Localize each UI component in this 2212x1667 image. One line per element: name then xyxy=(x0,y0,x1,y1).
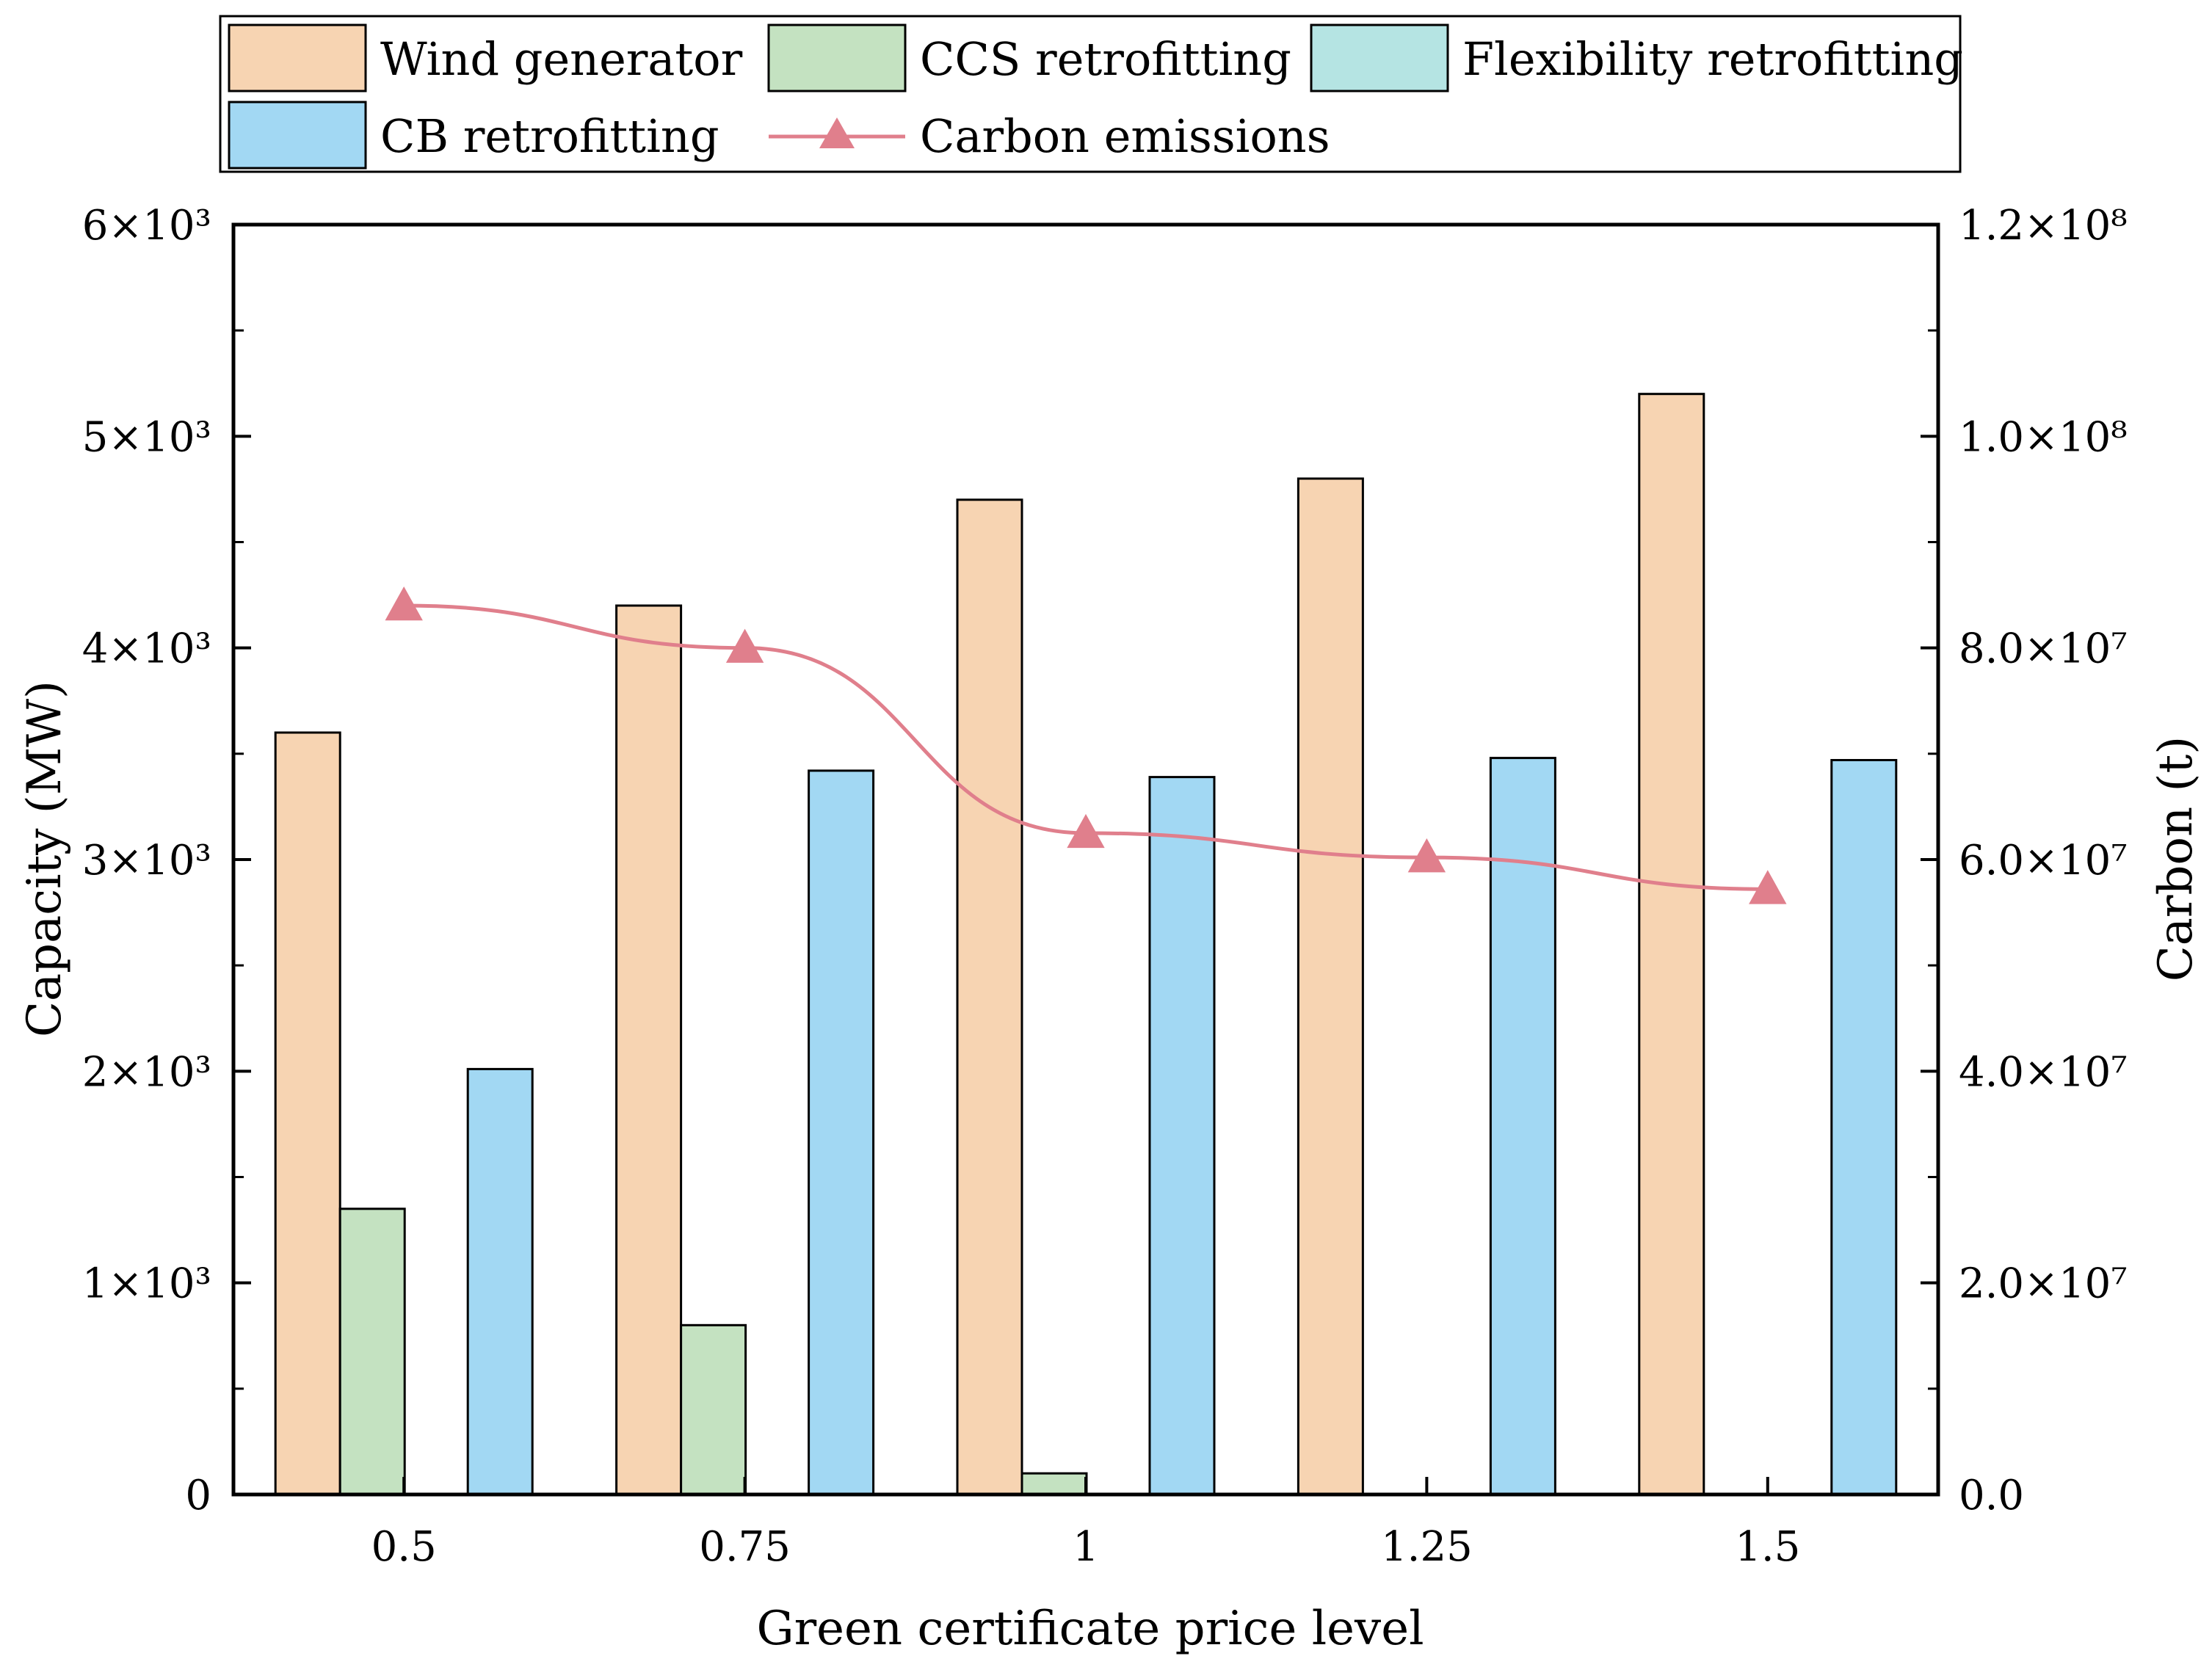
legend-carbon-emissions-label: Carbon emissions xyxy=(920,109,1330,163)
y2-tick-label: 0.0 xyxy=(1959,1472,2024,1519)
y2-tick-label: 1.2×10⁸ xyxy=(1959,202,2128,250)
y2-tick-label: 4.0×10⁷ xyxy=(1959,1048,2128,1096)
bars-layer xyxy=(274,393,1898,1496)
y2-tick-label: 6.0×10⁷ xyxy=(1959,837,2128,885)
bar-ccs-retrofitting-1 xyxy=(1020,1472,1088,1496)
axes-layer: 0 1×10³ 2×10³ 3×10³ 4×10³ 5×10³ 6×10³ 0.0 2.0×10… xyxy=(82,202,2128,1571)
bar-cb-retrofitting-1 xyxy=(1148,776,1216,1496)
legend-ccs-retrofitting-swatch xyxy=(767,23,907,92)
y-tick-label: 2×10³ xyxy=(82,1048,211,1096)
x-tick-label: 1.25 xyxy=(1381,1523,1473,1571)
bar-wind-generator-0.5 xyxy=(274,731,341,1496)
legend-flexibility-retrofitting-label: Flexibility retrofitting xyxy=(1462,32,1963,86)
y-tick-label: 0 xyxy=(185,1472,211,1519)
bar-cb-retrofitting-1.5 xyxy=(1830,759,1898,1496)
bar-wind-generator-1.25 xyxy=(1297,477,1364,1496)
y-tick-label: 6×10³ xyxy=(82,202,211,250)
y-tick-label: 3×10³ xyxy=(82,837,211,885)
bar-cb-retrofitting-0.75 xyxy=(808,769,875,1496)
carbon-line-layer xyxy=(385,586,1787,904)
legend-carbon-emissions-swatch-marker xyxy=(819,117,855,148)
bar-cb-retrofitting-0.5 xyxy=(466,1067,534,1496)
carbon-emissions-point-0.5 xyxy=(385,586,423,621)
bar-wind-generator-1 xyxy=(956,498,1023,1496)
y-tick-label: 5×10³ xyxy=(82,413,211,461)
y2-axis-title: Carbon (t) xyxy=(2149,736,2203,981)
legend-ccs-retrofitting-label: CCS retrofitting xyxy=(920,32,1291,86)
y-tick-label: 1×10³ xyxy=(82,1260,211,1308)
bar-cb-retrofitting-1.25 xyxy=(1489,757,1556,1496)
bar-ccs-retrofitting-0.75 xyxy=(680,1323,747,1496)
y2-tick-label: 2.0×10⁷ xyxy=(1959,1260,2128,1308)
y2-tick-label: 8.0×10⁷ xyxy=(1959,625,2128,673)
legend: Wind generator CCS retrofitting Flexibilit… xyxy=(219,15,1963,173)
legend-cb-retrofitting-label: CB retrofitting xyxy=(380,109,719,163)
legend-box xyxy=(219,15,1962,173)
y2-tick-label: 1.0×10⁸ xyxy=(1959,413,2128,461)
legend-cb-retrofitting-swatch xyxy=(228,101,367,170)
y-tick-label: 4×10³ xyxy=(82,625,211,673)
carbon-emissions-line xyxy=(404,603,1768,891)
carbon-emissions-point-1.5 xyxy=(1749,870,1787,904)
x-tick-label: 1.5 xyxy=(1735,1523,1800,1571)
x-axis-title: Green certificate price level xyxy=(756,1602,1424,1656)
carbon-emissions-point-1 xyxy=(1067,813,1105,849)
legend-wind-generator-label: Wind generator xyxy=(380,32,743,86)
legend-flexibility-retrofitting-swatch xyxy=(1310,23,1449,92)
x-tick-label: 0.5 xyxy=(371,1523,437,1571)
bar-ccs-retrofitting-0.5 xyxy=(338,1207,406,1496)
legend-wind-generator-swatch xyxy=(228,23,367,92)
x-tick-label: 0.75 xyxy=(699,1523,791,1571)
carbon-emissions-point-0.75 xyxy=(725,628,764,663)
y-axis-title: Capacity (MW) xyxy=(18,680,72,1037)
bar-wind-generator-1.5 xyxy=(1638,393,1705,1496)
carbon-emissions-point-1.25 xyxy=(1407,838,1446,873)
bar-wind-generator-0.75 xyxy=(615,604,683,1496)
x-tick-label: 1 xyxy=(1073,1523,1099,1571)
